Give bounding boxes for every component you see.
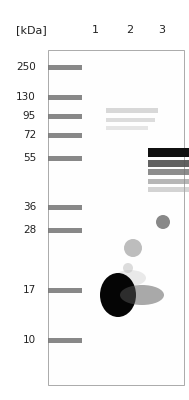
Text: 95: 95 xyxy=(23,111,36,121)
Text: 10: 10 xyxy=(23,335,36,345)
Ellipse shape xyxy=(123,263,133,273)
Text: 2: 2 xyxy=(126,25,134,35)
Bar xyxy=(48,338,82,343)
Bar xyxy=(48,65,82,70)
Bar xyxy=(48,133,82,138)
Text: 55: 55 xyxy=(23,153,36,163)
Ellipse shape xyxy=(100,273,136,317)
Text: 17: 17 xyxy=(23,285,36,295)
Bar xyxy=(48,95,82,100)
Bar xyxy=(106,118,155,122)
Bar xyxy=(48,156,82,161)
Bar xyxy=(48,205,82,210)
Ellipse shape xyxy=(124,239,142,257)
Text: 1: 1 xyxy=(91,25,98,35)
Bar xyxy=(148,160,189,167)
Bar xyxy=(148,148,189,157)
Ellipse shape xyxy=(120,285,164,305)
Text: [kDa]: [kDa] xyxy=(16,25,47,35)
Text: 250: 250 xyxy=(16,62,36,72)
Bar xyxy=(148,169,189,175)
Text: 28: 28 xyxy=(23,225,36,235)
Bar xyxy=(48,114,82,119)
Bar xyxy=(106,108,158,113)
Bar xyxy=(48,288,82,293)
Bar xyxy=(148,179,189,184)
Text: 36: 36 xyxy=(23,202,36,212)
Bar xyxy=(48,50,184,385)
Bar xyxy=(106,126,148,130)
Text: 72: 72 xyxy=(23,130,36,140)
Ellipse shape xyxy=(114,270,146,286)
Text: 3: 3 xyxy=(159,25,166,35)
Ellipse shape xyxy=(156,215,170,229)
Bar xyxy=(48,228,82,233)
Text: 130: 130 xyxy=(16,92,36,102)
Bar xyxy=(148,187,189,192)
